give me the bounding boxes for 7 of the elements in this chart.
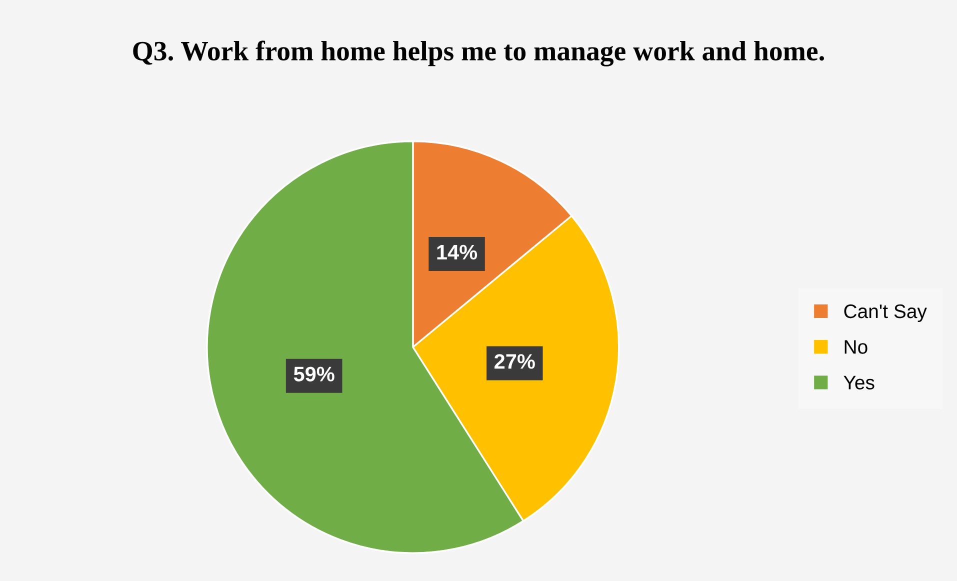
legend-label: Can't Say	[844, 304, 927, 322]
data-label: 59%	[294, 366, 334, 382]
chart-title: Q3. Work from home helps me to manage work and home.	[133, 40, 824, 66]
legend-label: Yes	[844, 376, 874, 390]
data-label: 14%	[437, 244, 478, 260]
data-label: 27%	[494, 354, 535, 369]
legend-label: No	[844, 340, 868, 354]
